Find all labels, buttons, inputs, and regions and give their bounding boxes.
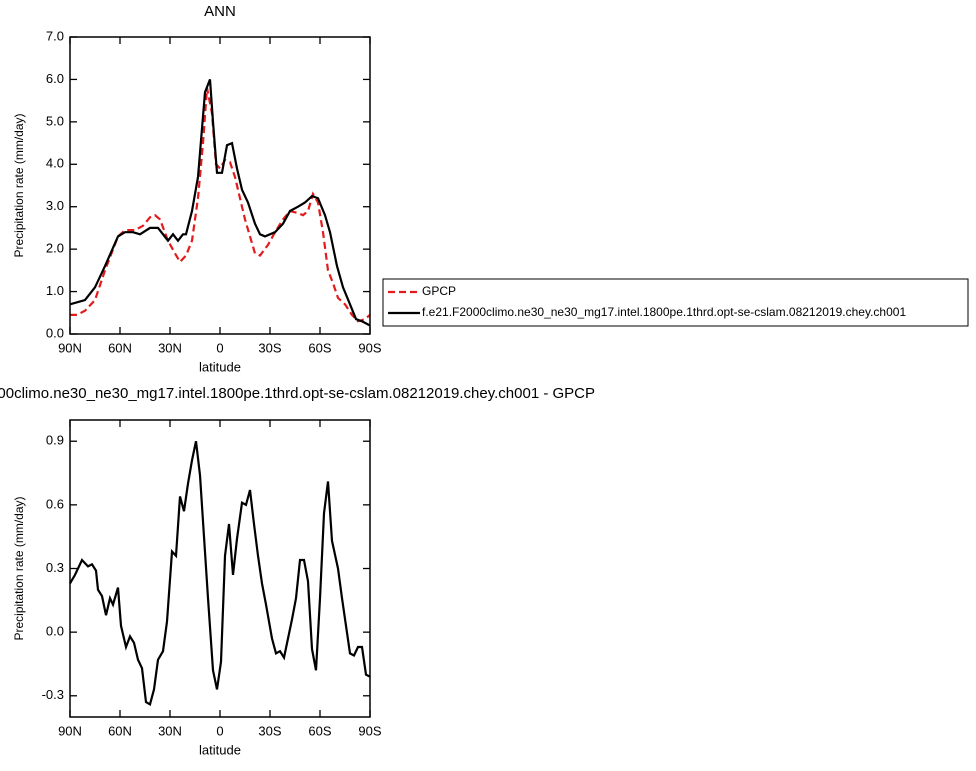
y-axis-label: Precipitation rate (mm/day) [12, 113, 26, 257]
legend-box [382, 278, 969, 327]
y-tick-label: 6.0 [46, 71, 64, 86]
x-tick-label: 0 [216, 340, 223, 355]
y-tick-label: 0.0 [46, 325, 64, 340]
plot-frame [69, 36, 371, 335]
y-tick-label: 2.0 [46, 241, 64, 256]
data-line [70, 87, 371, 323]
chart-title: ANN [204, 3, 236, 20]
legend-label: f.e21.F2000climo.ne30_ne30_mg17.intel.18… [422, 305, 906, 319]
x-tick-label: 60N [108, 723, 132, 738]
x-tick-label: 30S [258, 340, 281, 355]
x-tick-label: 90S [358, 723, 381, 738]
x-axis-label: latitude [199, 359, 241, 374]
y-tick-label: -0.3 [42, 687, 64, 702]
y-tick-label: 0.6 [46, 496, 64, 511]
y-tick-label: 3.0 [46, 198, 64, 213]
x-tick-label: 30N [158, 723, 182, 738]
x-axis-label: latitude [199, 742, 241, 757]
x-tick-label: 90N [58, 723, 82, 738]
y-tick-label: 0.0 [46, 624, 64, 639]
data-line [69, 440, 371, 706]
x-tick-label: 90N [58, 340, 82, 355]
x-tick-label: 60S [308, 340, 331, 355]
x-tick-label: 60S [308, 723, 331, 738]
chart-title: f.e21.F2000climo.ne30_ne30_mg17.intel.18… [0, 385, 595, 402]
y-tick-label: 0.3 [46, 560, 64, 575]
data-line [69, 78, 371, 327]
y-tick-label: 7.0 [46, 28, 64, 43]
y-tick-label: 0.9 [46, 433, 64, 448]
x-tick-label: 0 [216, 723, 223, 738]
y-tick-label: 5.0 [46, 113, 64, 128]
y-axis-label: Precipitation rate (mm/day) [12, 496, 26, 640]
legend-label: GPCP [422, 284, 456, 298]
x-tick-label: 30S [258, 723, 281, 738]
x-tick-label: 30N [158, 340, 182, 355]
x-tick-label: 60N [108, 340, 132, 355]
x-tick-label: 90S [358, 340, 381, 355]
y-tick-label: 4.0 [46, 156, 64, 171]
y-tick-label: 1.0 [46, 283, 64, 298]
